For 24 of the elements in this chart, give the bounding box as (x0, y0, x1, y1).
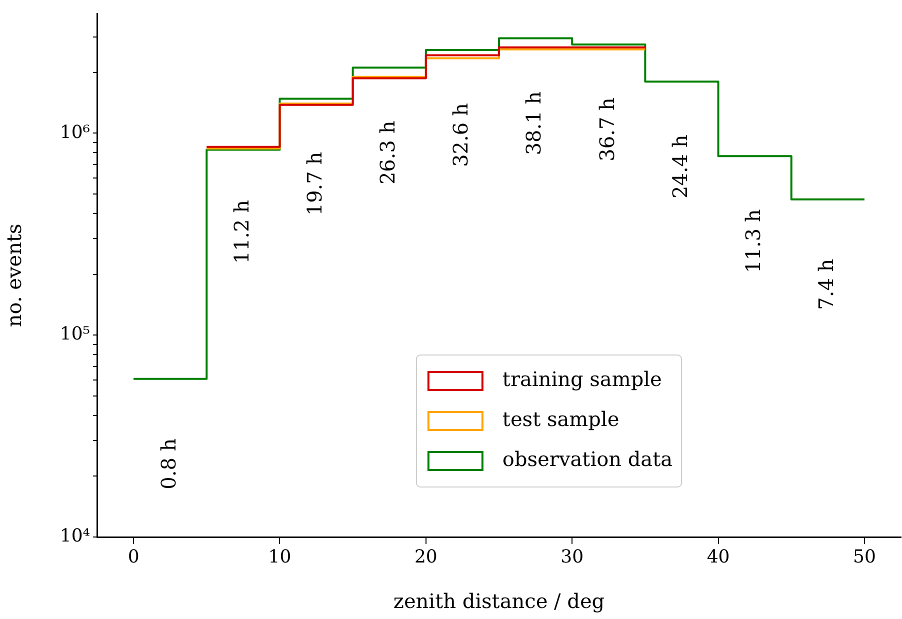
x-tick-label: 20 (414, 546, 438, 568)
annotation: 32.6 h (448, 103, 473, 167)
x-tick-label: 10 (268, 546, 292, 568)
x-axis-title: zenith distance / deg (393, 589, 605, 614)
annotation: 19.7 h (302, 152, 326, 216)
x-tick-label: 30 (560, 546, 584, 568)
annotation: 0.8 h (156, 438, 180, 490)
x-tick-label: 40 (706, 546, 730, 568)
legend-label: observation data (502, 447, 673, 472)
annotation: 11.3 h (741, 209, 766, 273)
x-tick-label: 0 (128, 546, 140, 568)
annotation: 38.1 h (522, 91, 546, 156)
annotation: 36.7 h (594, 97, 619, 162)
annotation: 11.2 h (229, 200, 254, 264)
y-tick-label: 10⁶ (60, 122, 90, 143)
x-tick-label: 50 (853, 546, 876, 568)
legend-label: test sample (502, 407, 620, 432)
annotation: 7.4 h (814, 258, 838, 310)
y-tick-label: 10⁵ (60, 324, 90, 345)
legend-label: training sample (502, 367, 662, 392)
y-axis-title: no. events (2, 224, 26, 328)
annotation: 26.3 h (376, 120, 400, 185)
y-tick-label: 10⁴ (60, 526, 90, 547)
annotation: 24.4 h (668, 134, 692, 198)
